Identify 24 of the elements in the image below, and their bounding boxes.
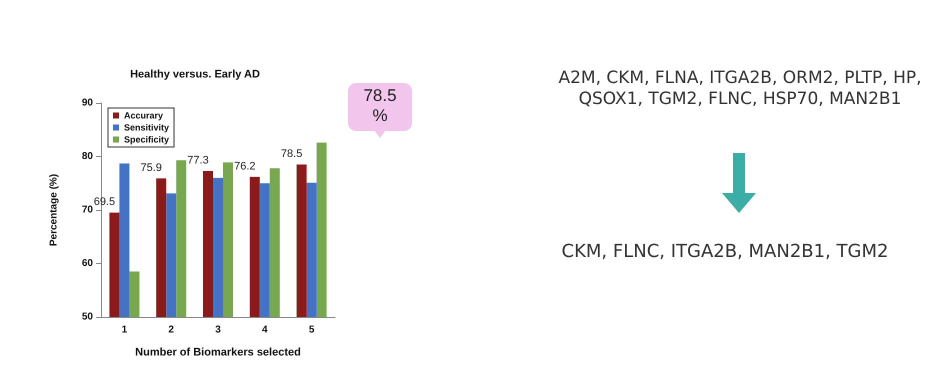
x-tick-label: 1 <box>122 324 128 336</box>
text: A2M, CKM, FLNA, ITGA2B, ORM2, PLTP, HP, QSOX1, TGM2, FLNC, HSP70, MAN2B1 <box>557 68 923 110</box>
y-tick-label: 80 <box>82 151 94 162</box>
legend-label: Specificity <box>124 134 170 144</box>
y-tick-label: 70 <box>82 204 94 216</box>
y-tick-label: 50 <box>82 312 94 322</box>
chart-title: Healthy versus. Early AD <box>130 68 260 80</box>
text: 78.5 % <box>362 86 398 126</box>
y-axis-title: Percentage (%) <box>48 174 60 246</box>
data-label: 75.9 <box>140 162 162 174</box>
x-tick-label: 3 <box>215 324 222 336</box>
y-tick-label: 60 <box>82 258 94 269</box>
data-label: 76.2 <box>234 160 256 172</box>
text: CKM, FLNC, ITGA2B, MAN2B1, TGM2 <box>560 240 890 263</box>
data-label: 77.3 <box>187 154 209 166</box>
x-axis-title: Number of Biomarkers selected <box>135 346 301 358</box>
data-label: 69.5 <box>94 196 116 208</box>
data-label: 78.5 <box>280 148 302 160</box>
y-tick-label: 90 <box>82 98 94 108</box>
x-tick-label: 2 <box>168 324 174 336</box>
legend-label: Accurary <box>124 110 164 120</box>
legend-label: Sensitivity <box>124 122 170 132</box>
x-tick-label: 4 <box>262 324 268 336</box>
x-tick-label: 5 <box>308 324 315 336</box>
